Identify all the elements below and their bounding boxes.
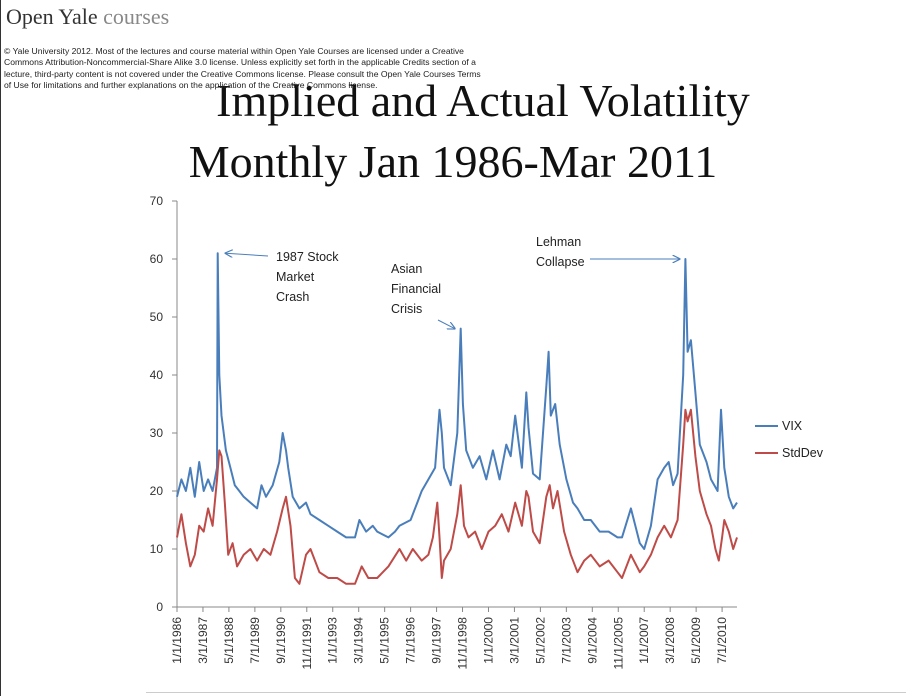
annotation-text: 1987 Stock (276, 250, 339, 264)
slide-title-line1: Implied and Actual Volatility (216, 75, 750, 126)
x-tick-label: 5/1/2002 (533, 617, 547, 664)
slide-title-line2: Monthly Jan 1986-Mar 2011 (188, 136, 718, 187)
x-tick-label: 3/1/1987 (196, 617, 210, 664)
annotation-text: Crisis (391, 302, 422, 316)
y-tick-label: 40 (150, 368, 164, 382)
slide-bottom-rule (146, 692, 906, 693)
y-tick-label: 20 (150, 484, 164, 498)
x-tick-label: 11/1/1998 (456, 617, 470, 670)
x-tick-label: 5/1/1988 (222, 617, 236, 664)
legend-label-vix: VIX (782, 419, 803, 433)
annotation-arrow (226, 253, 269, 256)
annotation-text: Crash (276, 290, 309, 304)
series-line-vix (176, 252, 738, 550)
annotation-text: Asian (391, 262, 422, 276)
y-tick-label: 50 (150, 310, 164, 324)
x-tick-label: 3/1/1994 (352, 617, 366, 664)
x-tick-label: 3/1/2001 (507, 617, 521, 664)
y-tick-label: 30 (150, 426, 164, 440)
y-tick-label: 0 (156, 600, 163, 614)
x-tick-label: 9/1/1990 (274, 617, 288, 664)
annotation-arrow (437, 319, 455, 329)
x-tick-label: 7/1/1996 (404, 617, 418, 664)
legend-label-stddev: StdDev (782, 446, 824, 460)
annotation-text: Market (276, 270, 315, 284)
annotation-text: Collapse (536, 255, 585, 269)
y-tick-label: 60 (150, 252, 164, 266)
x-tick-label: 1/1/1986 (170, 617, 184, 664)
series-line-stddev (176, 408, 738, 585)
x-tick-label: 5/1/2009 (689, 617, 703, 664)
x-tick-label: 3/1/2008 (663, 617, 677, 664)
x-tick-label: 5/1/1995 (378, 617, 392, 664)
brand-name: Open Yale (6, 4, 98, 29)
annotation-text: Lehman (536, 235, 581, 249)
brand-suffix: courses (97, 4, 170, 29)
x-tick-label: 1/1/1993 (326, 617, 340, 664)
x-tick-label: 9/1/1997 (430, 617, 444, 664)
x-tick-label: 11/1/2005 (611, 617, 625, 670)
x-tick-label: 7/1/2003 (559, 617, 573, 664)
y-tick-label: 70 (150, 194, 164, 208)
license-notice: © Yale University 2012. Most of the lect… (4, 46, 481, 90)
slide-left-border (0, 0, 1, 696)
x-tick-label: 1/1/2007 (637, 617, 651, 664)
annotation-text: Financial (391, 282, 441, 296)
x-tick-label: 7/1/2010 (715, 617, 729, 664)
x-tick-label: 7/1/1989 (248, 617, 262, 664)
x-tick-label: 11/1/1991 (300, 617, 314, 670)
x-tick-label: 1/1/2000 (481, 617, 495, 664)
y-tick-label: 10 (150, 542, 164, 556)
open-yale-logo: Open Yale courses (6, 4, 169, 30)
x-tick-label: 9/1/2004 (585, 617, 599, 664)
